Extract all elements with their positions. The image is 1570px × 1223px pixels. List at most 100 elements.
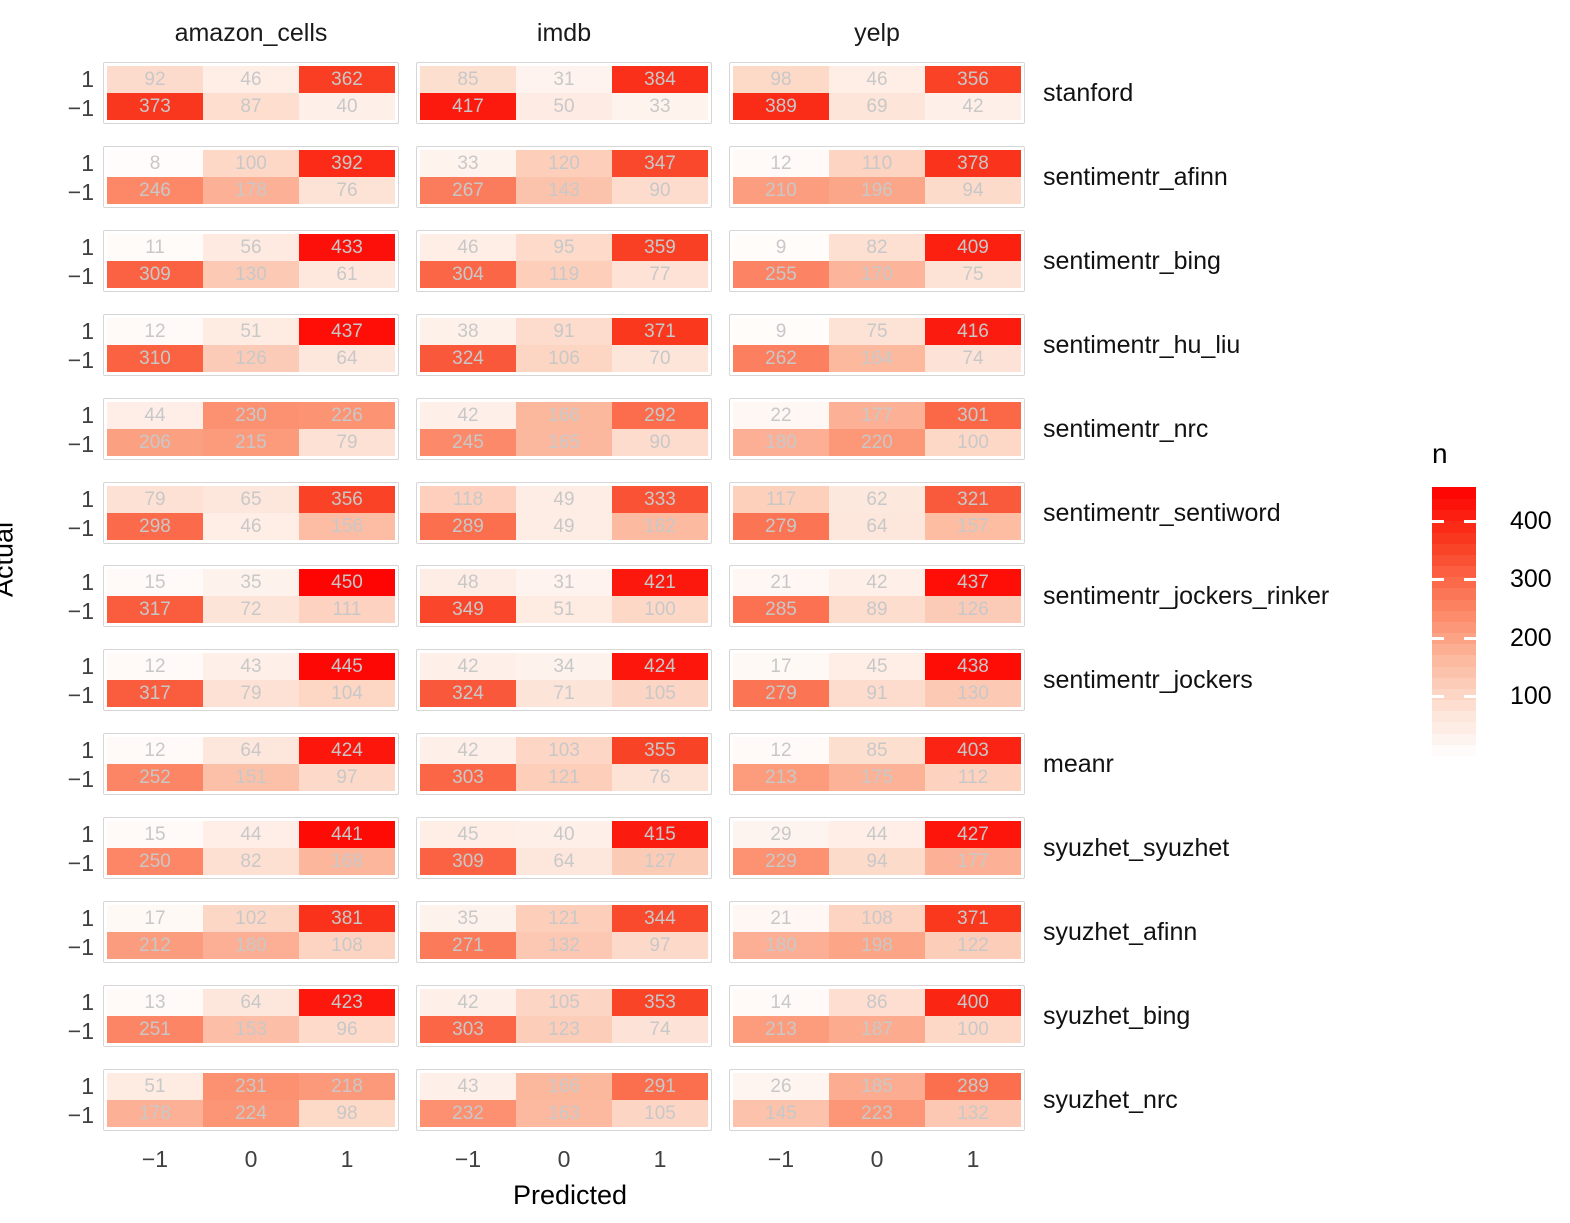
heatmap-cell: 122 [925,932,1021,959]
legend-tick-label: 300 [1510,565,1552,593]
heatmap-cell: 127 [612,848,708,875]
heatmap-cell: 143 [516,177,612,204]
y-tick-label: −1 [67,1102,94,1128]
heatmap-cell: 166 [516,1073,612,1100]
y-tick-label: 1 [81,402,94,428]
heatmap-cell: 46 [203,66,299,93]
heatmap-cell: 26 [733,1073,829,1100]
y-tick-label: 1 [81,486,94,512]
legend-gradient-step [1432,732,1476,745]
heatmap-cell: 344 [612,905,708,932]
heatmap-cell: 33 [420,150,516,177]
heatmap-cell: 50 [516,93,612,120]
heatmap-grid: 21 42 437 285 89 126 [733,569,1021,623]
x-tick-label: 1 [653,1146,667,1172]
legend-tick-label: 100 [1510,682,1552,710]
heatmap-cell: 61 [299,261,395,288]
heatmap-cell: 421 [612,569,708,596]
heatmap-cell: 111 [299,596,395,623]
heatmap-cell: 56 [203,234,299,261]
heatmap-cell: 97 [612,932,708,959]
facet-panel-sentimentr_afinn-amazon_cells: 8 100 392 246 178 76 [103,146,399,208]
heatmap-cell: 415 [612,821,708,848]
facet-panel-sentimentr_hu_liu-imdb: 38 91 371 324 106 70 [416,314,712,376]
facet-panel-sentimentr_jockers-yelp: 17 45 438 279 91 130 [729,649,1025,711]
heatmap-cell: 177 [925,848,1021,875]
heatmap-cell: 35 [420,905,516,932]
heatmap-cell: 96 [299,1016,395,1043]
facet-panel-sentimentr_hu_liu-amazon_cells: 12 51 437 310 126 64 [103,314,399,376]
heatmap-cell: 252 [107,764,203,791]
heatmap-cell: 33 [612,93,708,120]
heatmap-cell: 324 [420,680,516,707]
x-tick-label: 1 [340,1146,354,1172]
heatmap-grid: 85 31 384 417 50 33 [420,66,708,120]
facet-row-label-stanford: stanford [1043,78,1134,107]
heatmap-cell: 317 [107,680,203,707]
facet-panel-sentimentr_sentiword-amazon_cells: 79 65 356 298 46 156 [103,482,399,544]
y-tick-label: −1 [67,850,94,876]
heatmap-cell: 71 [516,680,612,707]
heatmap-cell: 196 [829,177,925,204]
legend-gradient-step [1432,609,1476,622]
heatmap-cell: 79 [203,680,299,707]
heatmap-cell: 279 [733,680,829,707]
heatmap-cell: 35 [203,569,299,596]
heatmap-cell: 64 [203,989,299,1016]
heatmap-cell: 98 [299,1100,395,1127]
heatmap-cell: 162 [612,513,708,540]
heatmap-grid: 42 166 292 245 165 90 [420,402,708,456]
heatmap-cell: 378 [925,150,1021,177]
legend-gradient-step [1432,721,1476,734]
heatmap-cell: 13 [107,989,203,1016]
heatmap-cell: 15 [107,821,203,848]
facet-panel-sentimentr_bing-imdb: 46 95 359 304 119 77 [416,230,712,292]
heatmap-grid: 29 44 427 229 94 177 [733,821,1021,875]
facet-row-label-meanr: meanr [1043,749,1114,778]
heatmap-cell: 120 [516,150,612,177]
legend-gradient-step [1432,598,1476,611]
facet-panel-meanr-imdb: 42 103 355 303 121 76 [416,733,712,795]
heatmap-grid: 43 166 291 232 163 105 [420,1073,708,1127]
y-tick-label: 1 [81,66,94,92]
heatmap-cell: 75 [925,261,1021,288]
y-tick-label: −1 [67,682,94,708]
heatmap-cell: 437 [299,318,395,345]
heatmap-grid: 9 75 416 262 164 74 [733,318,1021,372]
legend-gradient-step [1432,643,1476,656]
heatmap-cell: 267 [420,177,516,204]
legend-gradient-step [1432,665,1476,678]
facet-panel-meanr-amazon_cells: 12 64 424 252 151 97 [103,733,399,795]
heatmap-cell: 180 [203,932,299,959]
legend-gradient-step [1432,542,1476,555]
heatmap-cell: 359 [612,234,708,261]
heatmap-cell: 151 [203,764,299,791]
heatmap-cell: 64 [203,737,299,764]
heatmap-cell: 46 [203,513,299,540]
heatmap-cell: 42 [420,989,516,1016]
heatmap-cell: 438 [925,653,1021,680]
heatmap-cell: 301 [925,402,1021,429]
heatmap-cell: 303 [420,1016,516,1043]
heatmap-cell: 303 [420,764,516,791]
heatmap-grid: 8 100 392 246 178 76 [107,150,395,204]
heatmap-cell: 91 [829,680,925,707]
facet-row-label-sentimentr_jockers_rinker: sentimentr_jockers_rinker [1043,581,1330,610]
heatmap-cell: 110 [829,150,925,177]
heatmap-cell: 42 [925,93,1021,120]
heatmap-cell: 381 [299,905,395,932]
facet-panel-stanford-imdb: 85 31 384 417 50 33 [416,62,712,124]
heatmap-cell: 38 [420,318,516,345]
heatmap-grid: 15 44 441 250 82 168 [107,821,395,875]
heatmap-cell: 12 [107,653,203,680]
legend-tick-mark [1464,695,1476,698]
y-tick-label: −1 [67,179,94,205]
legend-title: n [1432,438,1448,469]
facet-panel-syuzhet_syuzhet-yelp: 29 44 427 229 94 177 [729,817,1025,879]
y-tick-label: −1 [67,934,94,960]
facet-row-label-sentimentr_nrc: sentimentr_nrc [1043,414,1209,443]
heatmap-grid: 14 86 400 213 187 100 [733,989,1021,1043]
heatmap-cell: 45 [829,653,925,680]
heatmap-cell: 74 [612,1016,708,1043]
legend-tick-mark [1464,520,1476,523]
